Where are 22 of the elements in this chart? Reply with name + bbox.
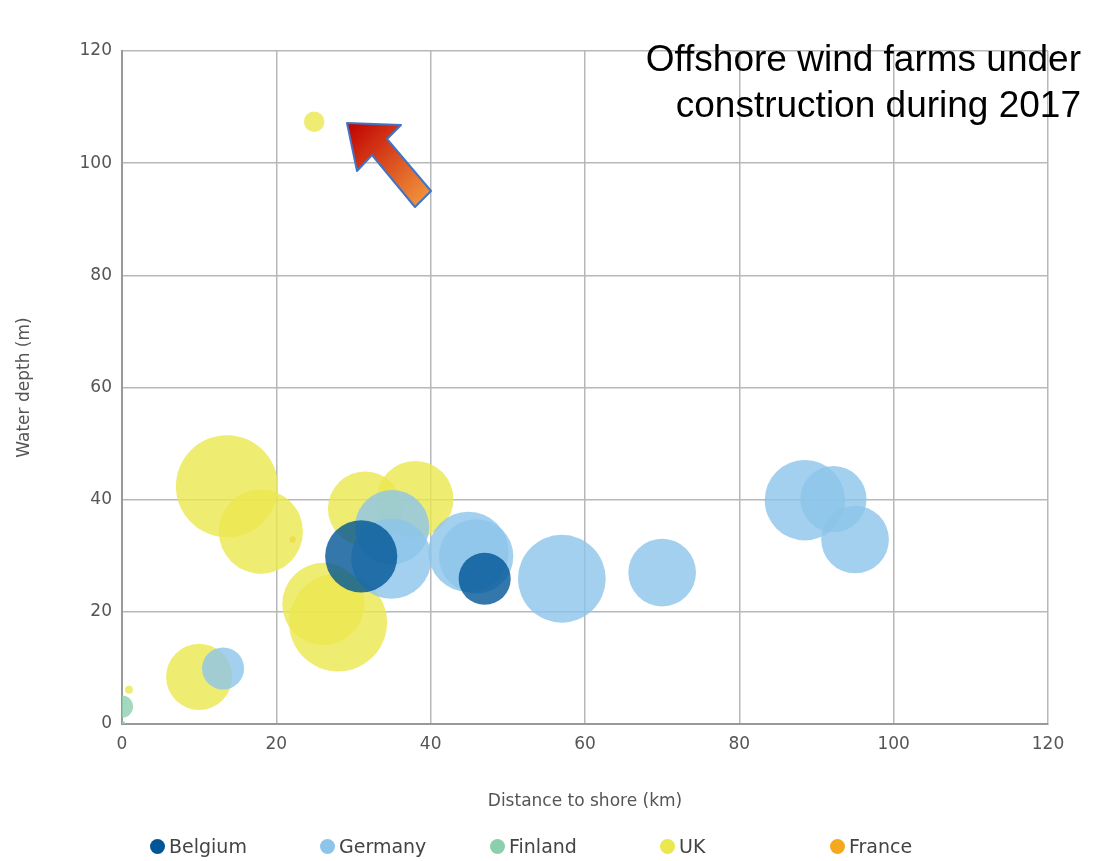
y-tick-label: 0 [101, 712, 112, 733]
legend-label: France [849, 835, 913, 857]
x-tick-label: 120 [1031, 732, 1065, 753]
legend-label: Germany [339, 835, 427, 857]
x-tick-label: 60 [574, 732, 596, 753]
x-tick-label: 80 [728, 732, 751, 753]
chart-title: Offshore wind farms under construction during 2017 [644, 37, 1081, 127]
legend-label: UK [679, 835, 706, 857]
legend-label: Finland [509, 835, 577, 857]
legend-label: Belgium [169, 835, 247, 857]
x-tick-label: 0 [116, 732, 128, 753]
y-tick-label: 60 [90, 375, 112, 396]
x-tick-label: 100 [877, 732, 910, 753]
y-tick-label: 80 [90, 263, 112, 284]
y-tick-label: 20 [90, 600, 112, 621]
y-tick-label: 40 [90, 488, 112, 509]
x-tick-label: 20 [265, 732, 288, 753]
x-axis-title: Distance to shore (km) [487, 790, 683, 811]
y-axis-title: Water depth (m) [12, 317, 33, 458]
x-tick-label: 40 [419, 732, 442, 753]
y-tick-label: 100 [79, 151, 112, 172]
y-tick-label: 120 [79, 39, 112, 60]
